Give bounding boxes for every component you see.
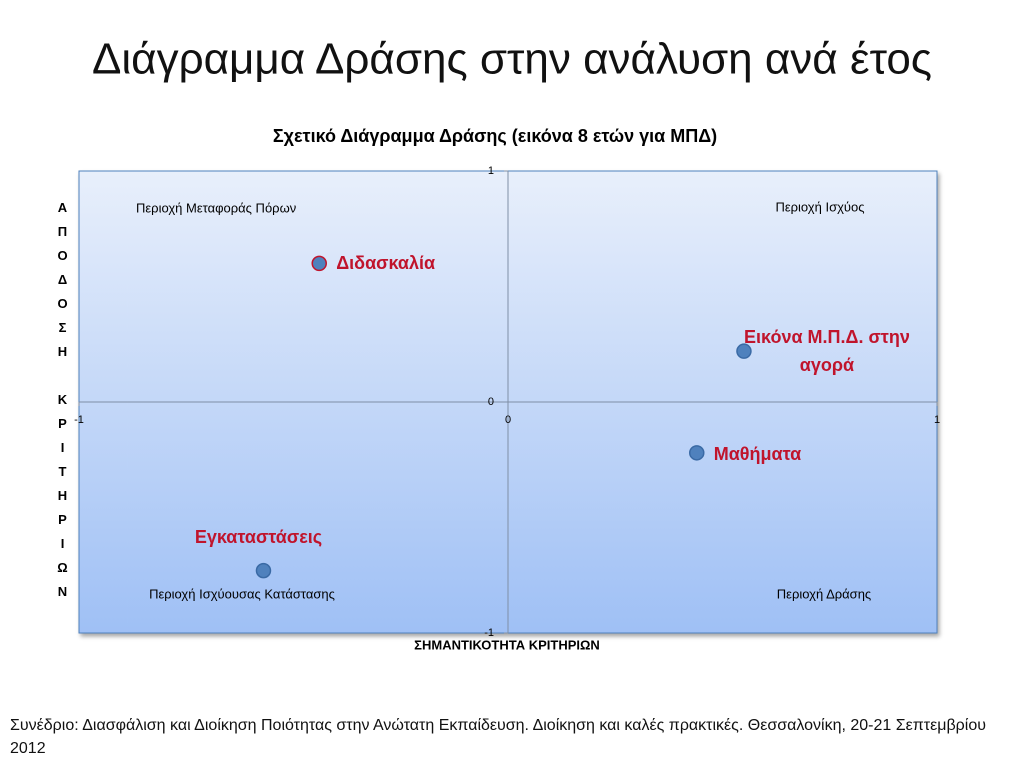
- point-label: Διδασκαλία: [336, 253, 436, 274]
- y-axis-label: ΑΠΟΔΟΣΗ ΚΡΙΤΗΡΙΩΝ: [55, 200, 70, 608]
- slide-title: Διάγραμμα Δράσης στην ανάλυση ανά έτος: [92, 35, 932, 84]
- point: [255, 562, 272, 579]
- x-tick-label: 1: [934, 414, 940, 426]
- point: [689, 445, 705, 461]
- quadrant-label: Περιοχή Δράσης: [777, 586, 871, 601]
- point-label: Εγκαταστάσεις: [194, 526, 323, 547]
- point: [311, 255, 327, 272]
- y-tick-label: 1: [488, 165, 494, 177]
- point-label: Εικόνα Μ.Π.Δ. στην αγορά: [744, 327, 910, 376]
- chart-title: Σχετικό Διάγραμμα Δράσης (εικόνα 8 ετών …: [273, 126, 717, 146]
- point: [736, 343, 752, 359]
- x-tick-label: -1: [74, 414, 84, 426]
- quadrant-label: Περιοχή Ισχύος: [775, 199, 864, 214]
- y-tick-label: 0: [488, 396, 494, 408]
- x-axis-label: ΣΗΜΑΝΤΙΚΟΤΗΤΑ ΚΡΙΤΗΡΙΩΝ: [414, 637, 600, 652]
- x-tick-label: 0: [505, 414, 511, 426]
- quadrant-label: Περιοχή Ισχύουσας Κατάστασης: [149, 586, 335, 601]
- y-tick-label: -1: [484, 627, 494, 639]
- quadrant-label: Περιοχή Μεταφοράς Πόρων: [136, 200, 296, 215]
- point-label: Μαθήματα: [713, 443, 802, 464]
- footer: Συνέδριο: Διασφάλιση και Διοίκηση Ποιότη…: [10, 717, 986, 757]
